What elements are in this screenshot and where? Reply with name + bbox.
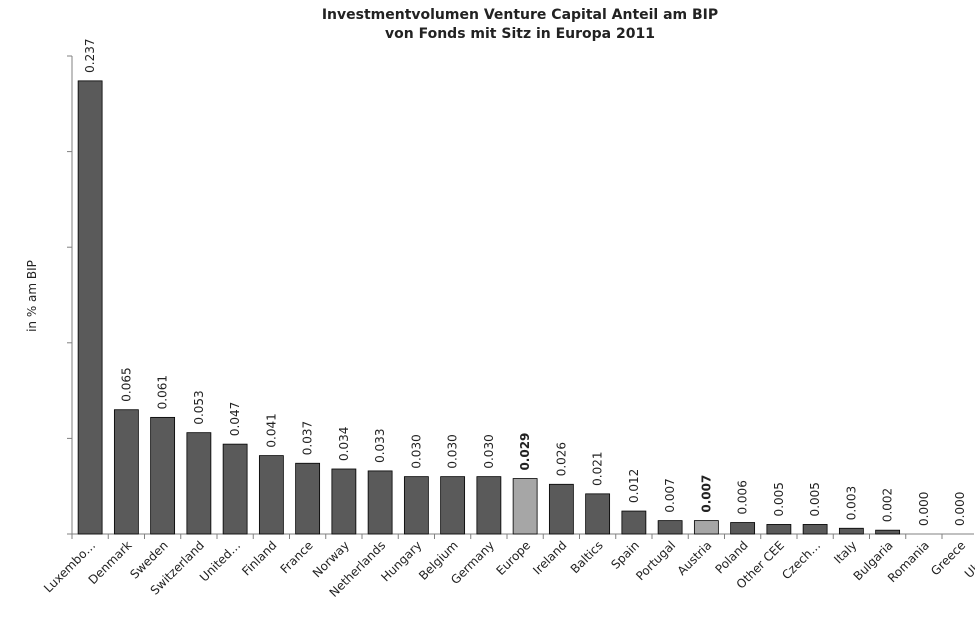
value-label: 0.030 bbox=[446, 434, 460, 468]
value-label: 0.030 bbox=[482, 434, 496, 468]
value-label: 0.237 bbox=[83, 38, 97, 72]
x-tick-label: Czech… bbox=[779, 538, 823, 582]
bar bbox=[77, 80, 103, 535]
value-label: 0.000 bbox=[917, 492, 931, 526]
bar bbox=[476, 476, 502, 535]
value-label: 0.007 bbox=[699, 475, 713, 513]
value-label: 0.003 bbox=[844, 486, 858, 520]
bar bbox=[258, 455, 284, 535]
value-label: 0.053 bbox=[192, 390, 206, 424]
bar bbox=[186, 432, 212, 535]
bar bbox=[367, 470, 393, 535]
y-axis-label: in % am BIP bbox=[25, 260, 39, 332]
bar bbox=[331, 468, 357, 535]
bar bbox=[548, 483, 574, 535]
bar bbox=[875, 529, 901, 535]
x-tick-label: Austria bbox=[675, 538, 715, 578]
bar bbox=[150, 416, 176, 535]
bar bbox=[766, 524, 792, 535]
bar bbox=[113, 409, 139, 535]
value-label: 0.012 bbox=[627, 469, 641, 503]
chart-subtitle: von Fonds mit Sitz in Europa 2011 bbox=[385, 26, 655, 42]
value-label: 0.006 bbox=[736, 480, 750, 514]
value-label: 0.005 bbox=[772, 482, 786, 516]
chart-title: Investmentvolumen Venture Capital Anteil… bbox=[322, 7, 718, 23]
value-label: 0.026 bbox=[554, 442, 568, 476]
value-label: 0.029 bbox=[518, 433, 532, 471]
bar bbox=[621, 510, 647, 535]
bar bbox=[838, 527, 864, 535]
bar bbox=[512, 478, 538, 535]
value-label: 0.033 bbox=[373, 429, 387, 463]
bar bbox=[222, 443, 248, 535]
value-label: 0.002 bbox=[881, 488, 895, 522]
bar bbox=[440, 476, 466, 535]
value-label: 0.021 bbox=[591, 451, 605, 485]
x-tick-label: Italy bbox=[831, 538, 859, 566]
value-label: 0.007 bbox=[663, 478, 677, 512]
value-label: 0.030 bbox=[409, 434, 423, 468]
value-label: 0.037 bbox=[301, 421, 315, 455]
x-tick-label: Hungary bbox=[378, 538, 424, 584]
x-tick-label: Luxembo… bbox=[41, 538, 98, 595]
bar bbox=[693, 520, 719, 535]
x-tick-label: Spain bbox=[608, 538, 642, 572]
bar bbox=[585, 493, 611, 535]
value-label: 0.041 bbox=[264, 413, 278, 447]
value-label: 0.000 bbox=[953, 492, 967, 526]
value-label: 0.061 bbox=[156, 375, 170, 409]
bar bbox=[403, 476, 429, 535]
x-tick-label: Baltics bbox=[568, 538, 606, 576]
x-tick-label: Portugal bbox=[633, 538, 678, 583]
x-tick-label: Europe bbox=[494, 538, 534, 578]
bar bbox=[730, 522, 756, 535]
bar bbox=[802, 524, 828, 535]
value-label: 0.005 bbox=[808, 482, 822, 516]
value-label: 0.034 bbox=[337, 427, 351, 461]
bar bbox=[295, 462, 321, 535]
x-tick-label: Ireland bbox=[530, 538, 569, 577]
bar bbox=[657, 520, 683, 535]
x-tick-label: Finland bbox=[239, 538, 279, 578]
value-label: 0.047 bbox=[228, 402, 242, 436]
value-label: 0.065 bbox=[119, 367, 133, 401]
